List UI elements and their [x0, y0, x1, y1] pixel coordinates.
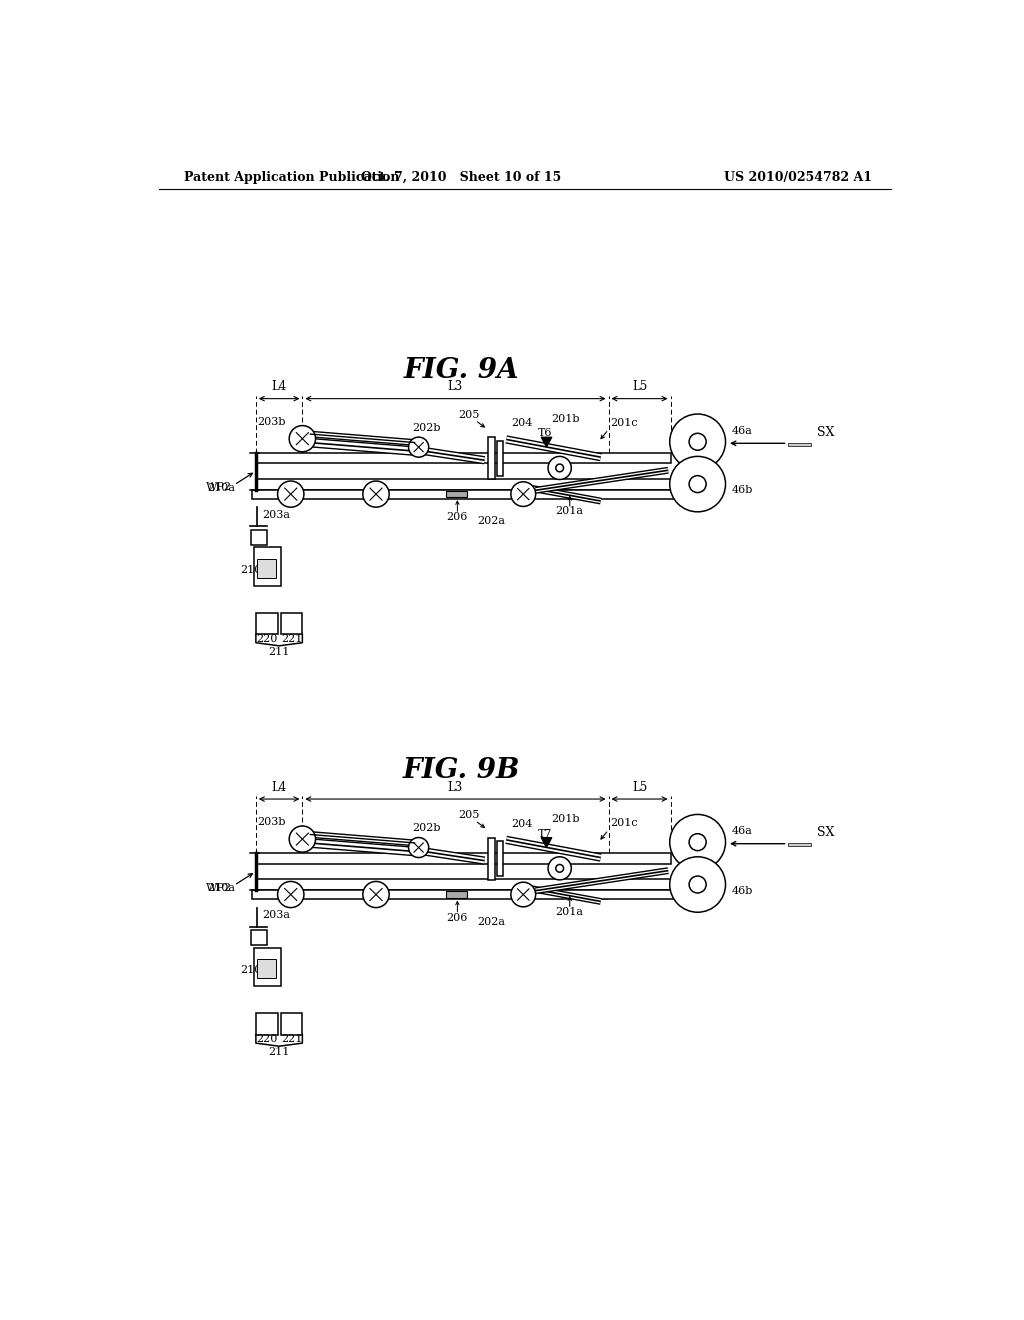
Bar [256, 612, 278, 635]
Text: 204: 204 [512, 818, 534, 829]
Text: 204: 204 [512, 418, 534, 429]
Bar [256, 879, 671, 890]
Text: 205: 205 [459, 810, 479, 820]
Text: 220: 220 [256, 1035, 278, 1044]
Bar [257, 558, 276, 578]
Text: 201a: 201a [556, 907, 584, 916]
Circle shape [511, 482, 536, 507]
Circle shape [362, 882, 389, 908]
Bar [251, 529, 266, 545]
Bar [487, 838, 496, 880]
Circle shape [670, 414, 726, 470]
Bar [252, 890, 675, 899]
Circle shape [556, 465, 563, 471]
Circle shape [556, 865, 563, 873]
Bar [787, 843, 811, 846]
Bar [497, 441, 503, 475]
Circle shape [289, 826, 315, 853]
Text: 46a: 46a [732, 826, 753, 837]
Text: 221: 221 [281, 634, 302, 644]
Bar [254, 948, 281, 986]
Text: 206: 206 [446, 512, 468, 523]
Text: 202b: 202b [413, 422, 441, 433]
Text: 203a: 203a [262, 510, 290, 520]
Circle shape [409, 437, 429, 457]
Text: 202a: 202a [477, 516, 505, 527]
Text: 46b: 46b [732, 886, 753, 896]
Text: 201a: 201a [556, 506, 584, 516]
Bar [787, 442, 811, 446]
Circle shape [511, 882, 536, 907]
Bar [256, 853, 671, 863]
Bar [251, 929, 266, 945]
Text: 201b: 201b [552, 413, 581, 424]
Circle shape [670, 457, 726, 512]
Text: 201b: 201b [552, 814, 581, 824]
Text: 203b: 203b [257, 817, 286, 828]
Text: T7: T7 [538, 829, 552, 838]
Text: 46a: 46a [732, 426, 753, 436]
Text: 202a: 202a [477, 916, 505, 927]
Text: 46b: 46b [732, 486, 753, 495]
Circle shape [409, 838, 429, 858]
Bar [281, 612, 302, 635]
Bar [254, 548, 281, 586]
Text: 205: 205 [459, 411, 479, 420]
Text: FIG. 9A: FIG. 9A [403, 356, 519, 384]
Text: 206: 206 [446, 912, 468, 923]
Circle shape [278, 480, 304, 507]
Bar [257, 960, 276, 978]
Polygon shape [541, 437, 552, 447]
Bar [445, 891, 467, 898]
Bar [281, 1014, 302, 1035]
Circle shape [362, 480, 389, 507]
Circle shape [670, 814, 726, 870]
Text: 221: 221 [281, 1035, 302, 1044]
Circle shape [289, 425, 315, 451]
Text: 210a: 210a [207, 483, 234, 494]
Circle shape [689, 433, 707, 450]
Text: 210a: 210a [207, 883, 234, 894]
Text: L4: L4 [271, 780, 287, 793]
Text: T6: T6 [538, 429, 552, 438]
Text: L4: L4 [271, 380, 287, 393]
Bar [256, 1014, 278, 1035]
Text: 211: 211 [268, 1048, 290, 1057]
Text: 210: 210 [241, 565, 262, 574]
Circle shape [548, 857, 571, 880]
Text: 210: 210 [241, 965, 262, 975]
Text: WP2: WP2 [206, 883, 231, 892]
Bar [256, 479, 671, 490]
Text: Oct. 7, 2010   Sheet 10 of 15: Oct. 7, 2010 Sheet 10 of 15 [361, 172, 561, 185]
Text: L3: L3 [447, 380, 463, 393]
Text: Patent Application Publication: Patent Application Publication [183, 172, 399, 185]
Circle shape [689, 834, 707, 850]
Text: SX: SX [817, 826, 835, 840]
Bar [252, 490, 675, 499]
Circle shape [689, 475, 707, 492]
Bar [445, 491, 467, 498]
Text: 202b: 202b [413, 824, 441, 833]
Circle shape [689, 876, 707, 892]
Text: 211: 211 [268, 647, 290, 657]
Text: US 2010/0254782 A1: US 2010/0254782 A1 [724, 172, 872, 185]
Text: 220: 220 [256, 634, 278, 644]
Circle shape [548, 457, 571, 479]
Bar [497, 841, 503, 876]
Bar [256, 453, 671, 463]
Text: SX: SX [817, 425, 835, 438]
Polygon shape [541, 838, 552, 847]
Text: 201c: 201c [610, 417, 638, 428]
Text: 201c: 201c [610, 818, 638, 828]
Text: L5: L5 [632, 380, 647, 393]
Text: 203a: 203a [262, 911, 290, 920]
Text: 203b: 203b [257, 417, 286, 426]
Text: FIG. 9B: FIG. 9B [402, 758, 520, 784]
Bar [487, 437, 496, 479]
Circle shape [670, 857, 726, 912]
Text: L5: L5 [632, 780, 647, 793]
Text: WP2: WP2 [206, 482, 231, 492]
Circle shape [278, 882, 304, 908]
Text: L3: L3 [447, 780, 463, 793]
